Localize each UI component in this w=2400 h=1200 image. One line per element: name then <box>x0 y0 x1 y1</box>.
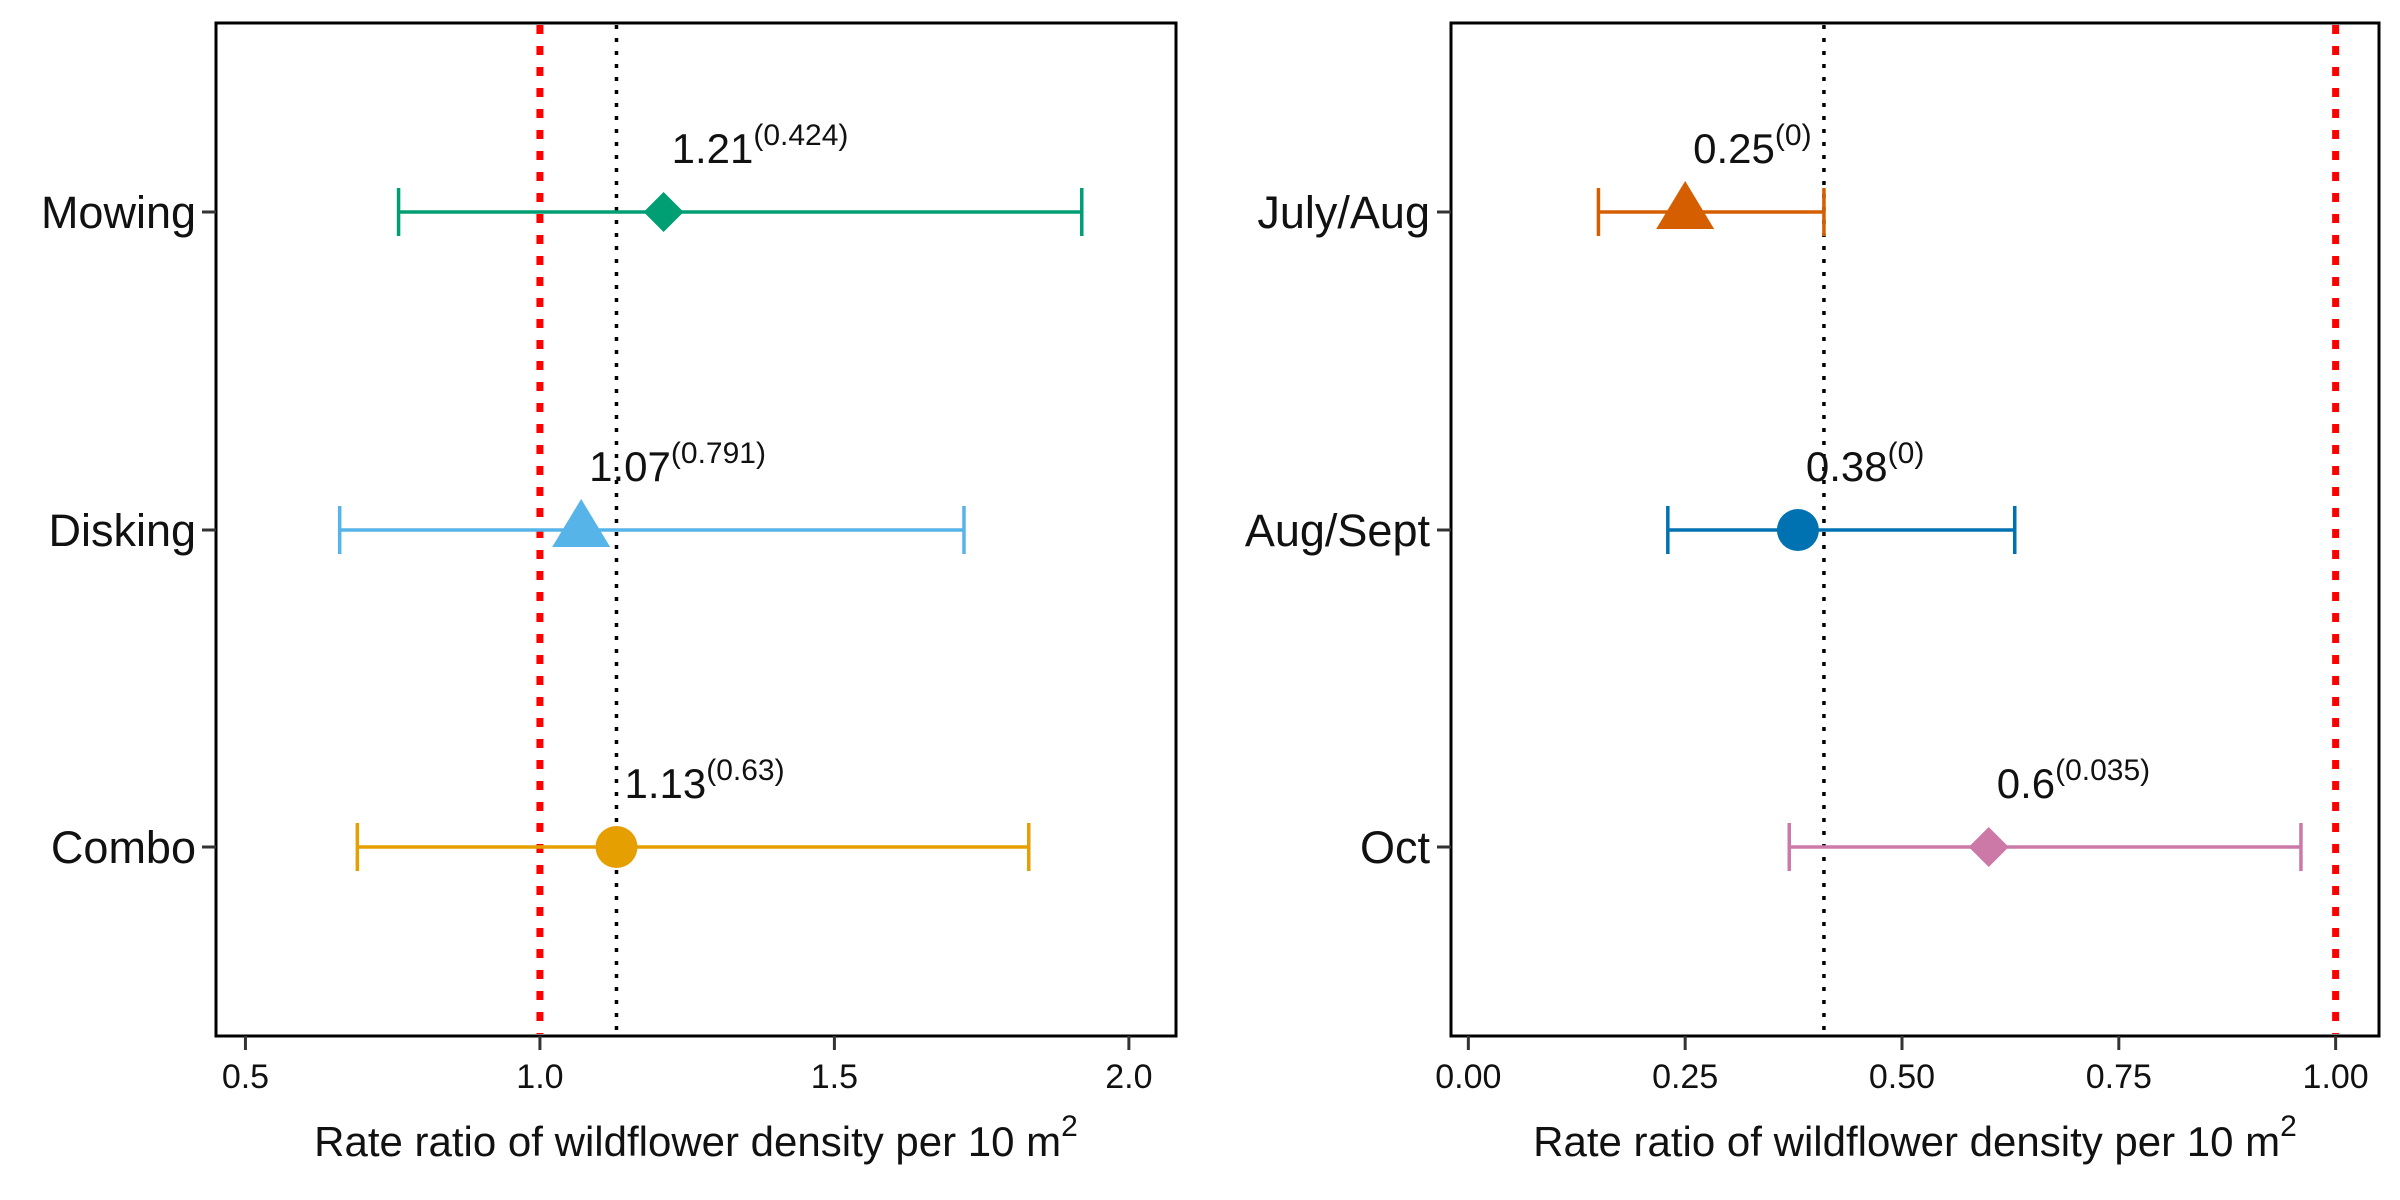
x-tick-label: 0.00 <box>1435 1058 1501 1096</box>
x-tick-label: 2.0 <box>1105 1058 1152 1096</box>
y-category-label: Oct <box>1360 822 1431 873</box>
y-category-label: Aug/Sept <box>1245 505 1431 556</box>
x-axis-title-superscript: 2 <box>2280 1110 2297 1143</box>
estimate-label: 0.38(0) <box>1806 437 1924 490</box>
x-axis-title: Rate ratio of wildflower density per 10 … <box>1533 1110 2297 1165</box>
estimate-value: 1.07 <box>589 443 671 490</box>
x-tick-label: 0.5 <box>222 1058 269 1096</box>
estimate-value: 1.13 <box>624 760 706 807</box>
point-estimate-circle <box>595 826 638 868</box>
estimate-p-value: (0.63) <box>706 754 784 787</box>
y-category-label: Combo <box>51 822 196 873</box>
point-estimate-diamond <box>1968 827 2009 867</box>
point-estimate-triangle <box>552 499 611 547</box>
estimate-value: 0.25 <box>1693 125 1775 172</box>
estimate-label: 1.13(0.63) <box>624 754 784 807</box>
estimate-p-value: (0.424) <box>753 119 848 152</box>
y-category-label: Mowing <box>41 187 196 238</box>
panel-left: 0.5 1.0 1.5 2.0 Mowing Disking Combo Rate ratio… <box>41 21 1178 1165</box>
estimate-value: 0.38 <box>1806 443 1888 490</box>
x-tick-label: 1.0 <box>516 1058 563 1096</box>
estimate-value: 0.6 <box>1997 760 2055 807</box>
y-category-label: July/Aug <box>1257 187 1430 238</box>
point-estimate-diamond <box>643 192 684 232</box>
y-category-label: Disking <box>48 505 196 556</box>
estimate-label: 0.25(0) <box>1693 119 1811 172</box>
estimate-p-value: (0.791) <box>671 437 766 470</box>
x-tick-label: 1.00 <box>2303 1058 2369 1096</box>
estimate-label: 1.07(0.791) <box>589 437 766 490</box>
x-axis-title-superscript: 2 <box>1061 1110 1078 1143</box>
x-tick-label: 1.5 <box>811 1058 858 1096</box>
x-axis-title-text: Rate ratio of wildflower density per 10 … <box>314 1118 1061 1165</box>
x-tick-label: 0.75 <box>2086 1058 2152 1096</box>
estimate-label: 0.6(0.035) <box>1997 754 2150 807</box>
point-estimate-circle <box>1776 509 1819 551</box>
panel-right: 0.00 0.25 0.50 0.75 1.00 July/Aug Aug/Sept Oct R… <box>1245 21 2381 1165</box>
x-tick-label: 0.50 <box>1869 1058 1935 1096</box>
estimate-label: 1.21(0.424) <box>672 119 849 172</box>
x-tick-label: 0.25 <box>1652 1058 1718 1096</box>
estimate-p-value: (0.035) <box>2055 754 2150 787</box>
x-axis-title-text: Rate ratio of wildflower density per 10 … <box>1533 1118 2280 1165</box>
x-axis-title: Rate ratio of wildflower density per 10 … <box>314 1110 1078 1165</box>
estimate-p-value: (0) <box>1775 119 1812 152</box>
point-estimate-triangle <box>1656 181 1715 229</box>
estimate-p-value: (0) <box>1888 437 1925 470</box>
estimate-value: 1.21 <box>672 125 754 172</box>
